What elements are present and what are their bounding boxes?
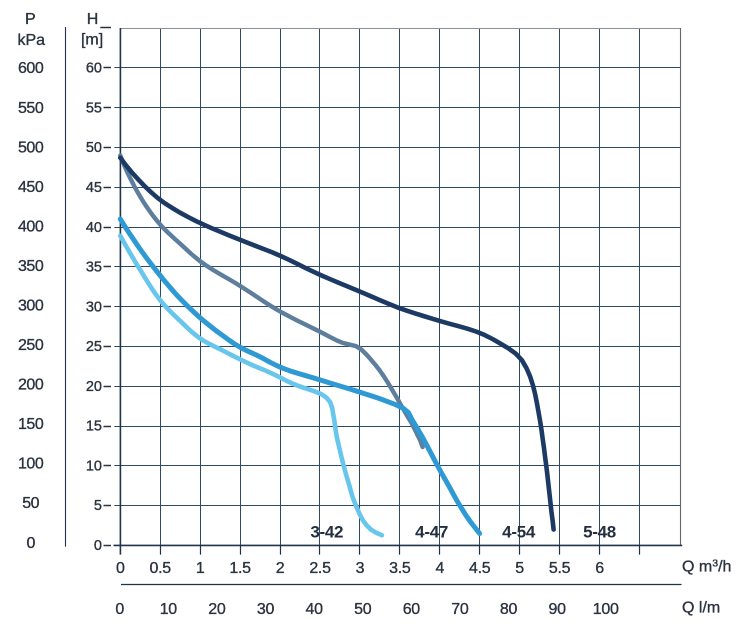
svg-text:60: 60 xyxy=(86,61,102,77)
svg-text:Q l/m: Q l/m xyxy=(682,600,720,617)
svg-text:30: 30 xyxy=(257,601,275,618)
svg-text:Q m3/h: Q m3/h xyxy=(682,558,731,576)
svg-text:3.5: 3.5 xyxy=(389,560,411,577)
svg-text:2: 2 xyxy=(276,560,285,577)
svg-text:250: 250 xyxy=(18,337,44,354)
svg-text:350: 350 xyxy=(18,258,44,275)
svg-text:4.5: 4.5 xyxy=(469,560,491,577)
svg-text:1: 1 xyxy=(196,560,205,577)
svg-text:4-47: 4-47 xyxy=(415,522,448,541)
svg-text:0: 0 xyxy=(94,538,102,554)
svg-text:25: 25 xyxy=(86,339,102,355)
svg-text:P: P xyxy=(25,11,36,28)
svg-text:H: H xyxy=(87,11,99,28)
svg-text:300: 300 xyxy=(18,298,44,315)
svg-text:500: 500 xyxy=(18,139,44,156)
svg-text:30: 30 xyxy=(86,299,102,315)
svg-text:80: 80 xyxy=(500,601,518,618)
svg-text:20: 20 xyxy=(86,379,102,395)
svg-text:0: 0 xyxy=(115,601,124,618)
svg-text:400: 400 xyxy=(18,218,44,235)
svg-text:6: 6 xyxy=(595,560,604,577)
svg-text:45: 45 xyxy=(86,180,102,196)
svg-text:0: 0 xyxy=(26,535,35,552)
svg-text:5-48: 5-48 xyxy=(583,522,616,541)
svg-text:55: 55 xyxy=(86,101,102,117)
svg-text:10: 10 xyxy=(86,458,102,474)
svg-text:100: 100 xyxy=(18,456,44,473)
svg-text:100: 100 xyxy=(593,601,619,618)
svg-text:50: 50 xyxy=(354,601,372,618)
svg-text:60: 60 xyxy=(403,601,421,618)
svg-text:5.5: 5.5 xyxy=(549,560,571,577)
svg-text:4-54: 4-54 xyxy=(502,522,536,541)
svg-text:20: 20 xyxy=(208,601,226,618)
svg-text:50: 50 xyxy=(86,140,102,156)
svg-text:[m]: [m] xyxy=(81,32,103,49)
svg-text:40: 40 xyxy=(305,601,323,618)
svg-text:50: 50 xyxy=(22,495,39,512)
svg-text:550: 550 xyxy=(18,100,44,117)
svg-text:70: 70 xyxy=(451,601,469,618)
svg-text:5: 5 xyxy=(515,560,524,577)
svg-text:4: 4 xyxy=(435,560,444,577)
svg-text:3-42: 3-42 xyxy=(310,522,343,541)
svg-text:0: 0 xyxy=(116,560,125,577)
svg-text:2.5: 2.5 xyxy=(309,560,331,577)
svg-text:40: 40 xyxy=(86,220,102,236)
svg-text:600: 600 xyxy=(18,60,44,77)
svg-text:0.5: 0.5 xyxy=(150,560,172,577)
svg-text:90: 90 xyxy=(548,601,566,618)
svg-text:150: 150 xyxy=(18,416,44,433)
svg-text:10: 10 xyxy=(160,601,178,618)
svg-text:200: 200 xyxy=(18,377,44,394)
svg-text:3: 3 xyxy=(356,560,365,577)
svg-text:5: 5 xyxy=(94,498,102,514)
svg-text:35: 35 xyxy=(86,260,102,276)
svg-text:450: 450 xyxy=(18,179,44,196)
svg-text:1.5: 1.5 xyxy=(229,560,251,577)
svg-text:kPa: kPa xyxy=(18,32,46,49)
svg-text:15: 15 xyxy=(86,419,102,435)
